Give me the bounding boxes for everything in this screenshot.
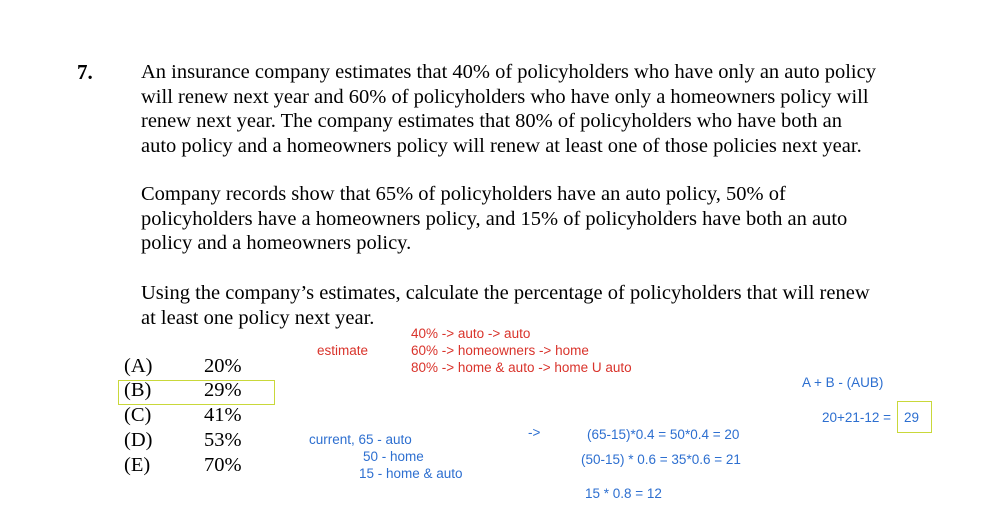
arrow-note: -> (528, 425, 541, 440)
choice-letter: (A) (124, 355, 153, 377)
choice-letter: (B) (124, 379, 152, 401)
choice-value: 20% (204, 355, 242, 377)
estimate-label: estimate (317, 343, 369, 358)
choice-value: 53% (204, 429, 242, 451)
text-line: auto policy and a homeowners policy will… (141, 134, 862, 157)
selected-choice-highlight (118, 380, 275, 405)
result-expression: 20+21-12 = (822, 410, 892, 425)
estimate-line-2: 60% -> homeowners -> home (411, 343, 589, 358)
text-line: Company records show that 65% of policyh… (141, 183, 786, 205)
text-line: will renew next year and 60% of policyho… (141, 85, 869, 108)
estimate-line-1: 40% -> auto -> auto (411, 326, 531, 341)
formula-note: A + B - (AUB) (802, 375, 884, 390)
choice-letter: (E) (124, 454, 151, 476)
choice-value: 70% (204, 454, 242, 476)
question-number: 7. (77, 60, 93, 84)
choice-value: 29% (204, 379, 242, 401)
calc-line-3: 15 * 0.8 = 12 (585, 486, 662, 501)
question-paragraph-3: Using the company’s estimates, calculate… (141, 281, 941, 330)
calc-line-2: (50-15) * 0.6 = 35*0.6 = 21 (581, 452, 741, 467)
text-line: policy and a homeowners policy. (141, 232, 412, 254)
choice-letter: (C) (124, 404, 152, 426)
current-line-1: current, 65 - auto (309, 432, 412, 447)
text-line: renew next year. The company estimates t… (141, 110, 842, 132)
calc-line-1: (65-15)*0.4 = 50*0.4 = 20 (587, 427, 740, 442)
choice-value: 41% (204, 404, 242, 426)
result-highlight (897, 401, 932, 433)
estimate-line-3: 80% -> home & auto -> home U auto (411, 360, 632, 375)
question-paragraph-2: Company records show that 65% of policyh… (141, 182, 941, 256)
choice-letter: (D) (124, 429, 153, 451)
text-line: at least one policy next year. (141, 306, 375, 329)
current-line-3: 15 - home & auto (359, 466, 463, 481)
text-line: policyholders have a homeowners policy, … (141, 207, 848, 230)
text-line: An insurance company estimates that 40% … (141, 61, 876, 83)
current-line-2: 50 - home (363, 449, 424, 464)
text-line: Using the company’s estimates, calculate… (141, 282, 870, 304)
question-paragraph-1: An insurance company estimates that 40% … (141, 60, 941, 158)
result-value: 29 (904, 410, 920, 425)
